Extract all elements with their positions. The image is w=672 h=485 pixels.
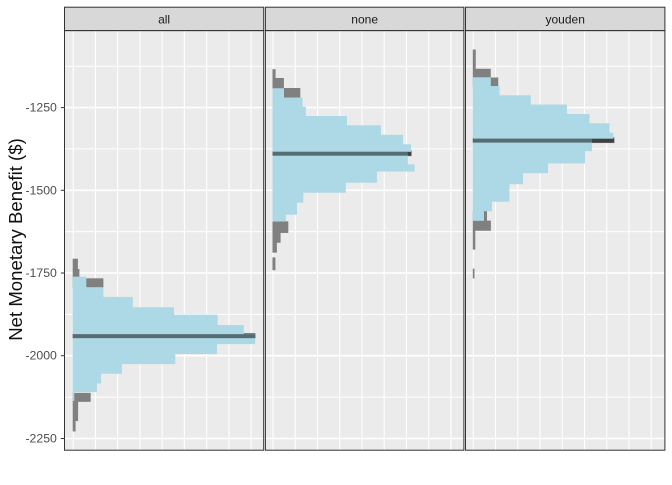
svg-text:youden: youden: [546, 13, 585, 27]
svg-text:-1750: -1750: [25, 266, 57, 280]
svg-text:Net Monetary Benefit ($): Net Monetary Benefit ($): [5, 138, 26, 341]
svg-text:all: all: [158, 13, 170, 27]
svg-text:-1500: -1500: [25, 183, 57, 197]
svg-text:-2250: -2250: [25, 432, 57, 446]
svg-text:-2000: -2000: [25, 349, 57, 363]
svg-text:none: none: [351, 13, 378, 27]
svg-text:-1250: -1250: [25, 101, 57, 115]
